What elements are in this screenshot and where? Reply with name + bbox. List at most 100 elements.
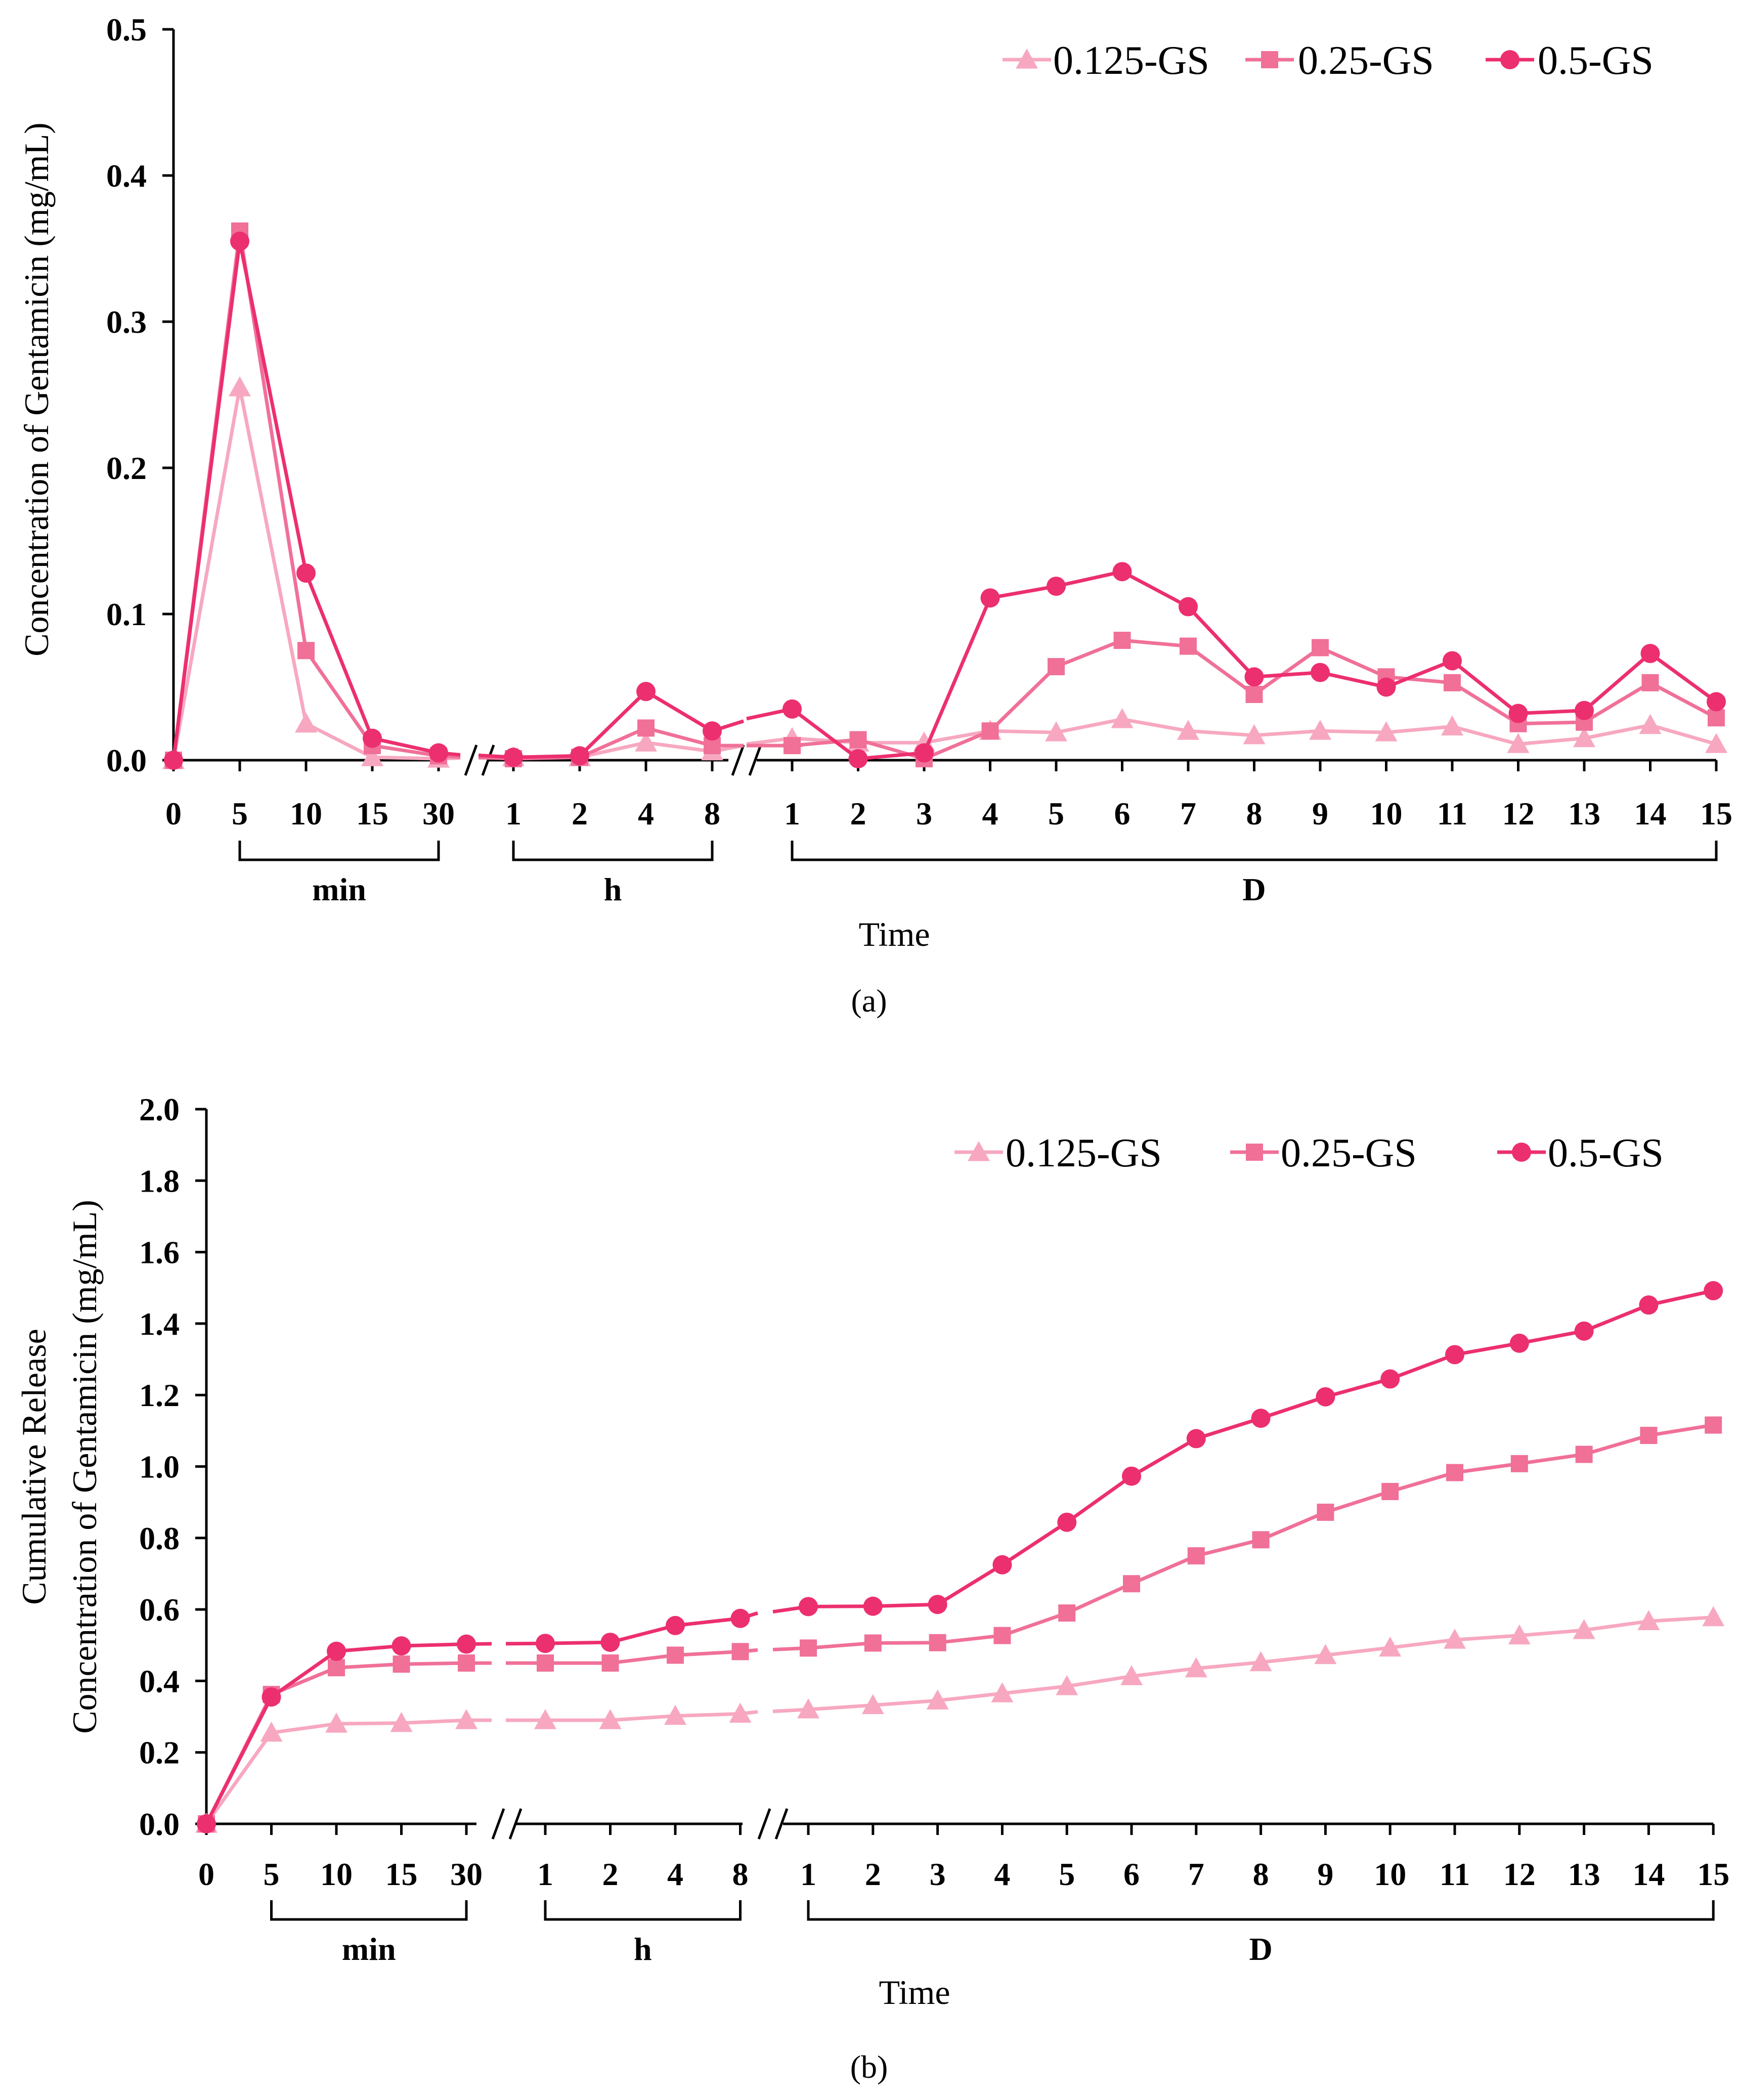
series-line bbox=[513, 689, 713, 759]
data-point bbox=[1057, 1512, 1077, 1532]
data-point bbox=[504, 748, 523, 767]
data-point bbox=[1047, 577, 1066, 596]
x-group-label: min bbox=[312, 871, 366, 907]
data-point bbox=[230, 232, 249, 251]
x-group-label: min bbox=[342, 1931, 396, 1967]
data-point bbox=[1575, 1446, 1593, 1463]
legend-marker bbox=[1246, 1144, 1263, 1161]
x-tick-label: 8 bbox=[1246, 796, 1263, 832]
data-point bbox=[1705, 733, 1727, 753]
data-point bbox=[731, 1643, 749, 1660]
x-tick-label: 15 bbox=[356, 796, 388, 832]
figure-caption: (a) bbox=[851, 983, 887, 1019]
y-axis-title: Concentration of Gentamicin (mg/mL) bbox=[65, 1200, 104, 1734]
data-point bbox=[429, 743, 448, 763]
x-tick-label: 10 bbox=[1370, 796, 1403, 832]
legend-label: 0.125-GS bbox=[1006, 1131, 1162, 1175]
x-tick-label: 2 bbox=[572, 796, 588, 832]
data-point bbox=[1640, 644, 1660, 664]
axis-break-mark bbox=[757, 1808, 771, 1840]
x-tick-label: 3 bbox=[930, 1856, 946, 1892]
figure-caption: (b) bbox=[850, 2049, 888, 2085]
legend-label: 0.25-GS bbox=[1281, 1131, 1417, 1175]
x-group-bracket bbox=[238, 841, 440, 861]
data-point bbox=[197, 1814, 216, 1833]
axis-break-mark bbox=[508, 1808, 523, 1840]
series-line bbox=[513, 726, 713, 761]
data-point bbox=[1187, 1547, 1205, 1565]
axis-break-mark bbox=[491, 1808, 505, 1840]
data-point bbox=[363, 728, 382, 748]
x-tick-label: 1 bbox=[800, 1856, 816, 1892]
x-tick-label: 11 bbox=[1437, 796, 1467, 832]
series-0.25-GS bbox=[198, 1416, 1722, 1832]
data-point bbox=[981, 722, 999, 740]
data-point bbox=[1113, 632, 1131, 649]
data-point bbox=[1244, 667, 1264, 687]
data-point bbox=[1641, 674, 1659, 691]
data-point bbox=[1252, 1531, 1270, 1549]
x-group-label: D bbox=[1242, 871, 1266, 907]
data-point bbox=[729, 1702, 752, 1723]
data-point bbox=[1177, 720, 1199, 740]
data-point bbox=[1245, 685, 1263, 703]
data-point bbox=[1243, 724, 1266, 745]
data-point bbox=[783, 699, 802, 719]
data-point bbox=[991, 1682, 1014, 1702]
data-point bbox=[1573, 1619, 1595, 1639]
data-point bbox=[928, 1595, 947, 1614]
legend-marker bbox=[1016, 49, 1038, 69]
y-tick-label: 0.2 bbox=[139, 1735, 180, 1771]
legend-label: 0.125-GS bbox=[1053, 38, 1209, 83]
data-point bbox=[637, 719, 655, 737]
data-point bbox=[328, 1659, 345, 1677]
data-point bbox=[325, 1713, 347, 1733]
data-point bbox=[229, 376, 251, 397]
x-tick-label: 4 bbox=[994, 1856, 1010, 1892]
data-point bbox=[1575, 701, 1594, 720]
x-axis-title: Time bbox=[879, 1973, 950, 2011]
data-point bbox=[1317, 1503, 1334, 1521]
x-tick-label: 30 bbox=[422, 796, 455, 832]
x-tick-label: 4 bbox=[982, 796, 998, 832]
x-tick-label: 15 bbox=[1697, 1856, 1729, 1892]
x-tick-label: 8 bbox=[732, 1856, 749, 1892]
data-point bbox=[861, 1694, 884, 1715]
data-point bbox=[926, 1689, 949, 1710]
x-tick-label: 8 bbox=[1253, 1856, 1269, 1892]
data-point bbox=[455, 1709, 477, 1729]
data-point bbox=[1186, 1429, 1206, 1449]
data-point bbox=[1704, 1281, 1723, 1300]
data-point bbox=[635, 731, 657, 752]
data-point bbox=[1123, 1575, 1140, 1593]
axis-break-mark bbox=[748, 745, 762, 776]
x-axis-title: Time bbox=[858, 915, 930, 953]
series-line bbox=[545, 1712, 741, 1722]
data-point bbox=[864, 1634, 882, 1652]
legend-label: 0.25-GS bbox=[1298, 38, 1434, 83]
series-line bbox=[171, 239, 439, 761]
data-point bbox=[1507, 733, 1530, 753]
x-group-bracket bbox=[270, 1900, 468, 1921]
x-tick-label: 5 bbox=[1048, 796, 1064, 832]
series-0.25-GS bbox=[165, 222, 1725, 769]
data-point bbox=[392, 1636, 411, 1656]
data-point bbox=[1120, 1665, 1143, 1685]
data-point bbox=[534, 1709, 556, 1729]
series-0.125-GS bbox=[162, 376, 1727, 769]
y-tick-label: 2.0 bbox=[139, 1091, 180, 1127]
x-group-bracket bbox=[807, 1900, 1715, 1921]
y-tick-label: 0.5 bbox=[106, 12, 147, 48]
x-tick-label: 5 bbox=[232, 796, 248, 832]
x-tick-label: 7 bbox=[1180, 796, 1196, 832]
data-point bbox=[296, 563, 316, 583]
data-point bbox=[784, 737, 801, 755]
data-point bbox=[1509, 1333, 1529, 1353]
x-tick-label: 12 bbox=[1503, 1856, 1536, 1892]
data-point bbox=[1639, 714, 1662, 734]
data-point bbox=[1180, 637, 1197, 655]
x-tick-label: 0 bbox=[165, 796, 182, 832]
x-tick-label: 6 bbox=[1123, 1856, 1140, 1892]
data-point bbox=[799, 1597, 818, 1616]
